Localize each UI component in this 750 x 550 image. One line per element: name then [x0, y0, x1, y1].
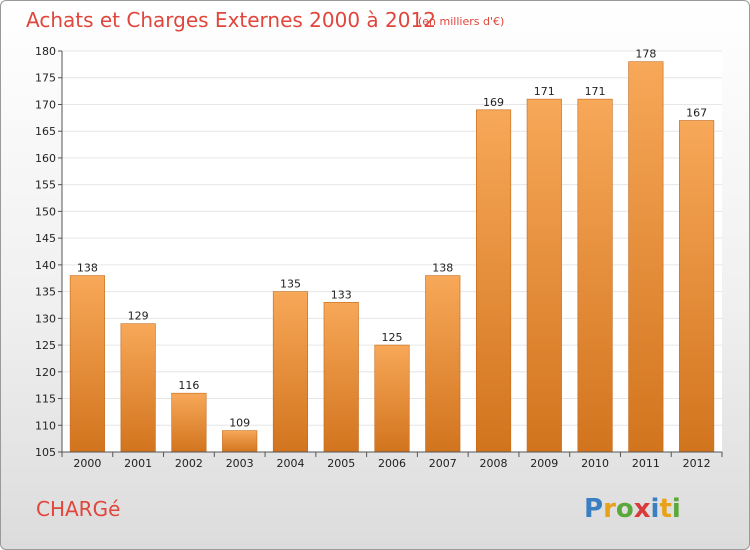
- y-axis-ticks: 105 110 115 120 125 130 135 140 145 150 155 160 165 1…: [35, 45, 62, 459]
- y-tick-label: 110: [35, 419, 56, 432]
- y-tick-label: 180: [35, 45, 56, 58]
- y-tick-label: 150: [35, 205, 56, 218]
- value-label-2000: 138: [77, 262, 98, 275]
- x-tick-label-2010: 2010: [581, 457, 609, 470]
- chart-unit: (en milliers d'€): [418, 15, 504, 28]
- y-tick-label: 125: [35, 339, 56, 352]
- value-label-2010: 171: [585, 85, 606, 98]
- bar-2011: [628, 61, 664, 453]
- x-tick-label-2002: 2002: [175, 457, 203, 470]
- value-label-2001: 129: [128, 310, 149, 323]
- value-label-2002: 116: [178, 379, 199, 392]
- x-tick-label-2012: 2012: [683, 457, 711, 470]
- value-label-2011: 178: [635, 48, 656, 61]
- logo-letter: o: [616, 494, 634, 524]
- bar-2001: [120, 323, 156, 453]
- value-label-2007: 138: [432, 262, 453, 275]
- x-tick-label-2003: 2003: [226, 457, 254, 470]
- value-label-2008: 169: [483, 96, 504, 109]
- y-tick-label: 140: [35, 259, 56, 272]
- bar-2002: [171, 392, 207, 453]
- town-name: CHARGé: [36, 497, 120, 521]
- chart-title: Achats et Charges Externes 2000 à 2012: [26, 8, 436, 32]
- value-labels: 138 129 116 109 135 133 125 138 169 171 171 178 167: [77, 48, 707, 430]
- bar-2000: [69, 275, 105, 453]
- y-tick-label: 170: [35, 98, 56, 111]
- logo-letter: t: [659, 494, 671, 524]
- bar-2007: [425, 275, 461, 453]
- y-tick-label: 145: [35, 232, 56, 245]
- value-label-2005: 133: [331, 288, 352, 301]
- bar-2004: [272, 291, 309, 453]
- bar-2008: [475, 109, 512, 453]
- bar-2010: [577, 98, 613, 453]
- y-tick-label: 160: [35, 152, 56, 165]
- y-tick-label: 175: [35, 72, 56, 85]
- y-tick-label: 105: [35, 446, 56, 459]
- logo-letter: i: [672, 494, 681, 524]
- logo-letter: r: [603, 494, 616, 524]
- x-tick-label-2006: 2006: [378, 457, 406, 470]
- y-tick-label: 135: [35, 286, 56, 299]
- bar-2003: [222, 430, 258, 453]
- logo-letter: x: [634, 494, 651, 524]
- value-label-2004: 135: [280, 278, 301, 291]
- x-axis-ticks: 2000 2001 2002 2003 2004 2005 2006 2007 2008 2009…: [61, 452, 723, 470]
- x-tick-label-2004: 2004: [276, 457, 304, 470]
- x-tick-label-2007: 2007: [429, 457, 457, 470]
- bar-2009: [526, 98, 562, 453]
- value-label-2009: 171: [534, 85, 555, 98]
- bars: [69, 61, 715, 453]
- x-tick-label-2009: 2009: [530, 457, 558, 470]
- x-tick-label-2008: 2008: [480, 457, 508, 470]
- y-tick-label: 130: [35, 312, 56, 325]
- bar-2012: [679, 120, 715, 453]
- value-label-2003: 109: [229, 417, 250, 430]
- y-tick-label: 115: [35, 393, 56, 406]
- y-tick-label: 165: [35, 125, 56, 138]
- x-tick-label-2011: 2011: [632, 457, 660, 470]
- y-tick-label: 155: [35, 179, 56, 192]
- logo-letter: P: [584, 494, 603, 524]
- y-tick-label: 120: [35, 366, 56, 379]
- x-tick-label-2000: 2000: [73, 457, 101, 470]
- logo-letter: i: [651, 494, 660, 524]
- x-tick-label-2005: 2005: [327, 457, 355, 470]
- value-label-2012: 167: [686, 107, 707, 120]
- x-tick-label-2001: 2001: [124, 457, 152, 470]
- bar-2005: [323, 301, 359, 453]
- value-label-2006: 125: [382, 331, 403, 344]
- proxiti-logo: Proxiti: [584, 494, 681, 524]
- bar-2006: [374, 344, 410, 453]
